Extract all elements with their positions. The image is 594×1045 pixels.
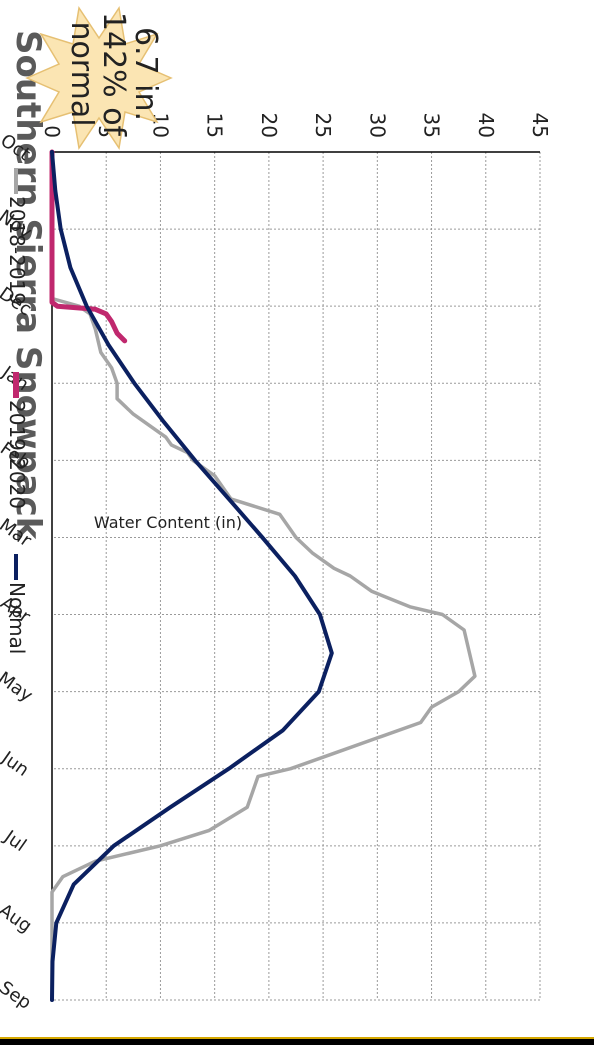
series-line-0 xyxy=(50,150,477,1002)
x-tick-label: Aug xyxy=(0,900,36,937)
legend-label-1: 2019-2020 xyxy=(5,400,29,509)
y-tick-label: 30 xyxy=(365,113,389,138)
y-tick-label: 40 xyxy=(474,113,498,138)
y-tick-label: 25 xyxy=(311,113,335,138)
legend-label-0: 2018-2019 xyxy=(5,196,29,305)
annotation-line-2: 142% of xyxy=(96,12,131,138)
y-tick-label: 45 xyxy=(528,113,552,138)
annotation-snowflake: 6.7 in. 142% of normal xyxy=(25,6,173,150)
y-tick-label: 15 xyxy=(203,113,227,138)
y-axis-label: Water Content (in) xyxy=(94,513,242,532)
x-tick-label: Sep xyxy=(0,977,35,1014)
bottom-border xyxy=(0,1037,594,1045)
rotated-chart: Southern Sierra Snowpack 0 5 10 15 20 25 30 35 4… xyxy=(0,6,552,1014)
y-tick-label: 35 xyxy=(420,113,444,138)
series-line-1 xyxy=(49,149,128,344)
legend: 2018-2019 2019-2020 Normal xyxy=(5,168,29,654)
plot-area: 051015202530354045OctNovDecJanFebMarAprM… xyxy=(0,113,552,1014)
chart-title: Southern Sierra Snowpack xyxy=(8,30,48,541)
legend-label-2: Normal xyxy=(5,582,29,654)
series-line-2 xyxy=(50,150,334,1002)
y-tick-label: 20 xyxy=(257,113,281,138)
snowflake-icon xyxy=(25,6,173,150)
annotation-line-3: normal xyxy=(64,21,99,126)
x-tick-label: May xyxy=(0,668,37,707)
annotation-line-1: 6.7 in. xyxy=(128,27,163,121)
x-tick-label: Jul xyxy=(0,826,30,856)
y-tick-label: 0 xyxy=(40,125,64,138)
x-tick-label: Jun xyxy=(0,747,33,781)
